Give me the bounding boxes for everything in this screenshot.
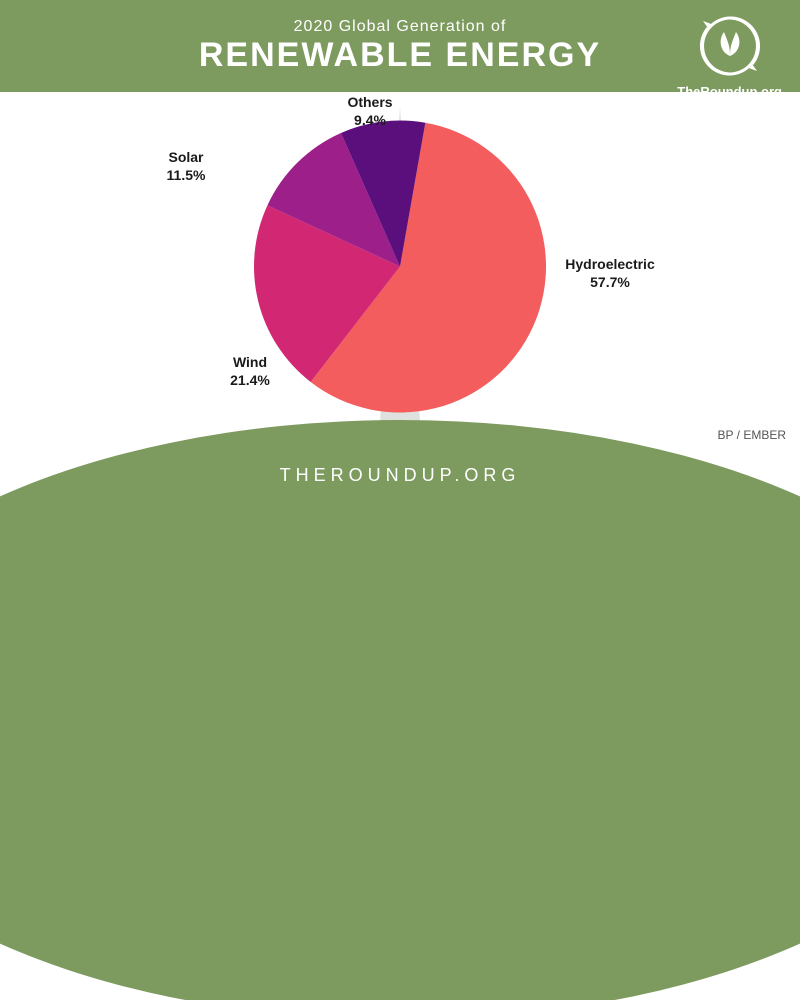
site-logo: TheRoundup.org bbox=[677, 10, 782, 99]
slice-label-solar: Solar11.5% bbox=[126, 149, 246, 184]
footer-text: THEROUNDUP.ORG bbox=[0, 465, 800, 486]
slice-label-wind: Wind21.4% bbox=[190, 354, 310, 389]
footer-arc bbox=[0, 420, 800, 1000]
pie-chart bbox=[0, 92, 800, 445]
roundup-logo-icon bbox=[694, 10, 766, 82]
chart-subtitle: 2020 Global Generation of bbox=[294, 18, 507, 36]
slice-label-hydroelectric: Hydroelectric57.7% bbox=[550, 256, 670, 291]
data-source: BP / EMBER bbox=[718, 428, 786, 442]
slice-label-others: Others9.4% bbox=[310, 94, 430, 129]
chart-title: RENEWABLE ENERGY bbox=[199, 36, 601, 75]
